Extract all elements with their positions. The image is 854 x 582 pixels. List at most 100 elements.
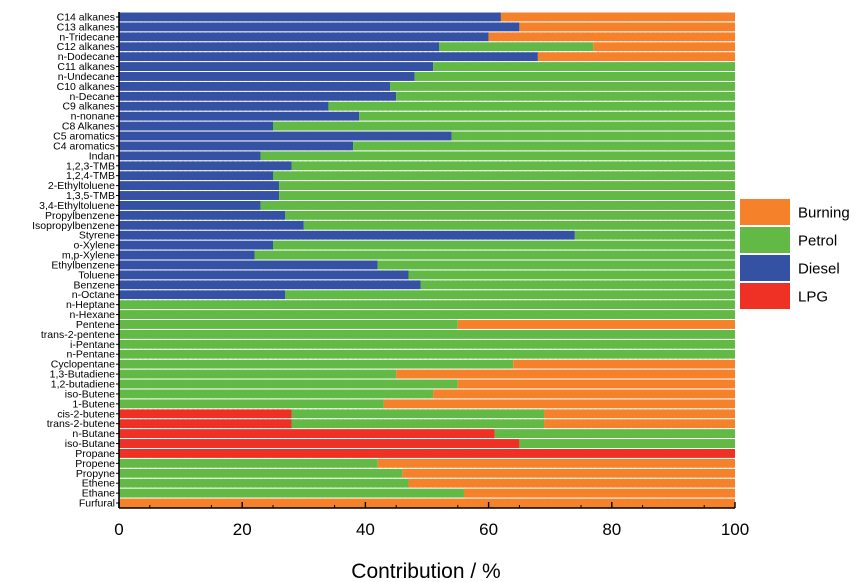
bar-diesel-c11-alkanes xyxy=(119,62,434,72)
category-label-1-2-4-tmb: 1,2,4-TMB xyxy=(66,170,115,182)
bar-petrol-isopropylbenzene xyxy=(303,220,735,230)
bar-petrol-o-xylene xyxy=(273,240,735,250)
bar-petrol-3-4-ethyltoluene xyxy=(260,200,735,210)
bar-burning-pentene xyxy=(457,320,735,329)
bar-petrol-propyne xyxy=(119,468,403,478)
bar-lpg-n-butane xyxy=(119,429,495,439)
bar-diesel-n-decane xyxy=(119,91,397,101)
bar-petrol-propylbenzene xyxy=(285,210,735,220)
bar-diesel-n-nonane xyxy=(119,111,360,121)
category-label-c5-aromatics: C5 aromatics xyxy=(53,131,115,143)
category-label-2-ethyltoluene: 2-Ethyltoluene xyxy=(48,180,115,192)
bar-burning-iso-butene xyxy=(433,389,735,399)
legend-swatch-lpg xyxy=(740,283,790,309)
bar-diesel-n-dodecane xyxy=(119,52,538,62)
bar-burning-ethene xyxy=(408,478,735,488)
category-label-pentene: Pentene xyxy=(76,319,115,331)
category-label-cis-2-butene: cis-2-butene xyxy=(57,408,115,420)
bar-petrol-n-octane xyxy=(285,290,735,300)
legend-label-lpg: LPG xyxy=(798,289,828,306)
bar-petrol-iso-butene xyxy=(119,389,434,399)
category-label-3-4-ethyltoluene: 3,4-Ethyltoluene xyxy=(39,200,115,212)
category-label-n-dodecane: n-Dodecane xyxy=(58,51,115,63)
x-axis-label: Contribution / % xyxy=(351,560,500,582)
bar-diesel-benzene xyxy=(119,280,421,290)
bar-diesel-m-p-xylene xyxy=(119,250,255,260)
category-label-c11-alkanes: C11 alkanes xyxy=(57,61,115,73)
bar-petrol-pentene xyxy=(119,320,458,329)
bar-petrol-n-butane xyxy=(494,429,735,439)
category-label-1-3-butadiene: 1,3-Butadiene xyxy=(50,369,116,381)
category-label-1-butene: 1-Butene xyxy=(72,398,115,410)
bar-petrol-n-nonane xyxy=(359,111,735,121)
x-tick-label-0: 0 xyxy=(114,520,123,539)
bar-petrol-1-2-4-tmb xyxy=(273,171,735,181)
bar-burning-cyclopentane xyxy=(513,359,735,369)
bar-petrol-indan xyxy=(260,151,735,161)
bar-burning-ethane xyxy=(463,488,735,498)
bar-petrol-benzene xyxy=(420,280,735,290)
category-label-propene: Propene xyxy=(75,458,115,470)
legend-label-diesel: Diesel xyxy=(798,261,840,278)
bar-petrol-ethylbenzene xyxy=(377,260,735,270)
category-label-c14-alkanes: C14 alkanes xyxy=(57,11,115,23)
bar-petrol-cyclopentane xyxy=(119,359,514,369)
bar-petrol-n-pentane xyxy=(119,349,735,359)
bar-diesel-c12-alkanes xyxy=(119,42,440,52)
category-label-n-undecane: n-Undecane xyxy=(58,71,115,83)
x-tick-label-40: 40 xyxy=(356,520,375,539)
category-label-n-decane: n-Decane xyxy=(69,91,115,103)
bar-diesel-styrene xyxy=(119,230,575,240)
bar-burning-trans-2-butene xyxy=(544,419,735,429)
category-label-c13-alkanes: C13 alkanes xyxy=(57,21,115,33)
category-label-trans-2-pentene: trans-2-pentene xyxy=(41,329,115,341)
category-label-c4-aromatics: C4 aromatics xyxy=(53,140,115,152)
category-label-ethene: Ethene xyxy=(82,478,115,490)
bar-diesel-c13-alkanes xyxy=(119,22,520,32)
legend-label-petrol: Petrol xyxy=(798,233,837,250)
bar-burning-propyne xyxy=(402,468,735,478)
category-label-ethylbenzene: Ethylbenzene xyxy=(51,259,115,271)
legend: Burning Petrol Diesel LPG xyxy=(740,199,850,309)
bar-petrol-1-3-5-tmb xyxy=(279,191,735,200)
bar-burning-1-2-butadiene xyxy=(457,379,735,389)
bar-petrol-n-undecane xyxy=(414,72,735,81)
x-tick-label-20: 20 xyxy=(233,520,252,539)
bar-diesel-1-2-3-tmb xyxy=(119,161,292,171)
category-label-1-2-3-tmb: 1,2,3-TMB xyxy=(66,160,115,172)
bar-petrol-1-2-butadiene xyxy=(119,379,458,389)
legend-swatch-burning xyxy=(740,199,790,225)
legend-label-burning: Burning xyxy=(798,205,850,222)
bar-diesel-o-xylene xyxy=(119,240,273,250)
category-label-ethane: Ethane xyxy=(82,488,115,500)
bar-petrol-trans-2-butene xyxy=(291,419,545,429)
bar-diesel-isopropylbenzene xyxy=(119,220,304,230)
category-label-styrene: Styrene xyxy=(79,230,115,242)
bar-diesel-c14-alkanes xyxy=(119,12,501,22)
bar-petrol-c10-alkanes xyxy=(390,81,735,91)
category-label-propyne: Propyne xyxy=(76,468,115,480)
category-label-i-pentane: i-Pentane xyxy=(70,339,115,351)
bar-diesel-propylbenzene xyxy=(119,210,286,220)
category-label-isopropylbenzene: Isopropylbenzene xyxy=(32,220,115,232)
category-label-benzene: Benzene xyxy=(74,279,116,291)
bar-diesel-1-3-5-tmb xyxy=(119,191,280,200)
bar-petrol-cis-2-butene xyxy=(291,409,545,419)
bar-petrol-i-pentane xyxy=(119,339,735,349)
bar-lpg-iso-butane xyxy=(119,439,520,448)
bar-petrol-1-3-butadiene xyxy=(119,369,397,379)
bar-burning-cis-2-butene xyxy=(544,409,735,419)
bar-diesel-2-ethyltoluene xyxy=(119,181,280,191)
bar-petrol-2-ethyltoluene xyxy=(279,181,735,191)
category-label-1-3-5-tmb: 1,3,5-TMB xyxy=(66,190,115,202)
legend-swatch-diesel xyxy=(740,255,790,281)
category-label-furfural: Furfural xyxy=(79,498,115,510)
category-label-n-pentane: n-Pentane xyxy=(67,349,116,361)
bar-diesel-c4-aromatics xyxy=(119,141,354,151)
category-label-toluene: Toluene xyxy=(78,269,115,281)
category-label-c12-alkanes: C12 alkanes xyxy=(57,41,115,53)
bar-burning-1-3-butadiene xyxy=(396,369,735,379)
bar-burning-n-tridecane xyxy=(488,32,735,42)
